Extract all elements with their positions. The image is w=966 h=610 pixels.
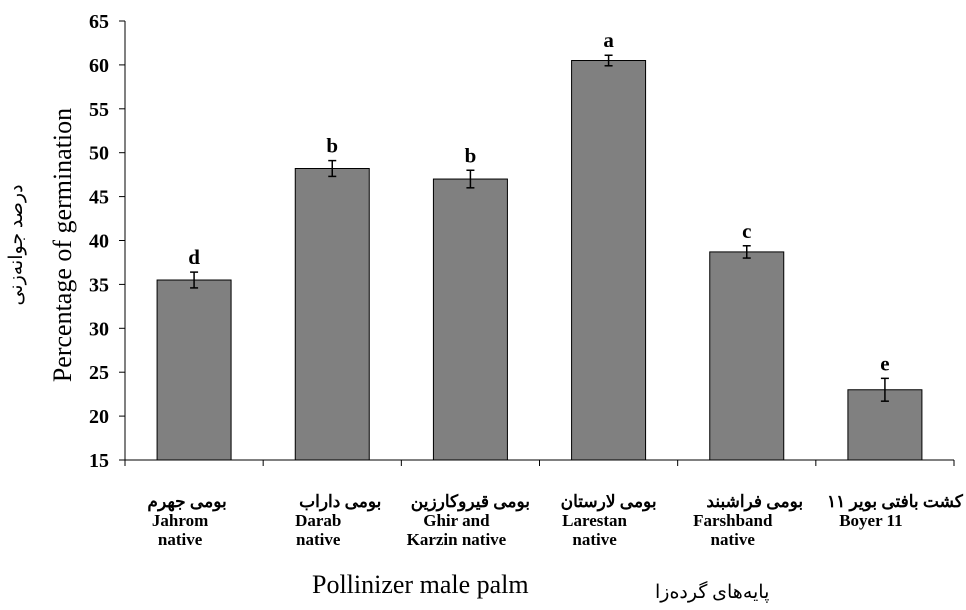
category-label: Farshband [693,511,773,530]
category-label: Larestan [562,511,627,530]
y-axis-label-persian: درصد جوانه‌زنی [6,184,27,305]
y-tick-label: 60 [89,55,109,77]
y-tick-label: 65 [89,11,109,33]
y-axis-label: Percentage of germination [48,108,77,382]
axes [124,21,954,461]
category-label-persian: بومی داراب [299,492,381,512]
category-label: Karzin native [407,530,507,549]
significance-letter: c [742,219,751,243]
y-tick-label: 40 [89,231,109,253]
significance-letter: d [188,245,200,269]
category-label: Darab [295,511,341,530]
y-tick-label: 50 [89,143,109,165]
category-label-persian: بومی لارستان [561,492,657,512]
y-tick-label: 55 [89,99,109,121]
bar [432,178,508,461]
category-label: native [296,530,341,549]
bar [294,168,370,461]
bar [571,60,647,461]
category-label-persian: بومی جهرم [147,492,226,512]
category-label: Boyer 11 [839,511,902,530]
y-tick-label: 25 [89,362,109,384]
y-axis-ticks: 15 20 25 30 35 40 45 50 55 60 65 [89,11,125,472]
significance-letter: e [880,351,889,375]
y-tick-label: 35 [89,274,109,296]
x-axis-label: Pollinizer male palm [312,570,529,599]
category-label: Jahrom [152,511,208,530]
y-tick-label: 45 [89,187,109,209]
bar [709,251,785,461]
category-label-persian: بومی فراشبند [706,492,803,512]
bar [156,279,232,461]
y-tick-label: 30 [89,318,109,340]
category-label: native [711,530,756,549]
category-label-persian: کشت بافتی بویر ۱۱ [827,492,964,512]
significance-letter: b [326,134,338,158]
category-label: Ghir and [423,511,490,530]
category-label: native [572,530,617,549]
y-tick-label: 15 [89,450,109,472]
bars: d b b a c e [156,28,923,461]
category-label-persian: بومی قیروکارزین [411,492,530,512]
y-tick-label: 20 [89,406,109,428]
significance-letter: b [465,143,477,167]
x-axis-label-persian: پایه‌های گرده‌زا [655,580,769,603]
category-label: native [158,530,203,549]
significance-letter: a [603,28,614,52]
